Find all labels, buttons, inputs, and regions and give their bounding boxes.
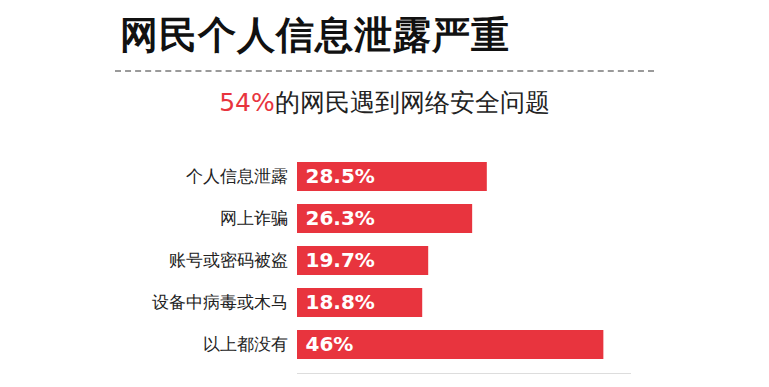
html-text:54%的网民遇到网络安全问题: 54%的网民遇到网络安全问题	[219, 88, 550, 117]
svg-text:以上都没有: 以上都没有	[203, 334, 288, 354]
svg-text:个人信息泄露: 个人信息泄露	[186, 166, 288, 186]
svg-text:26.3%: 26.3%	[306, 206, 375, 230]
svg-text:设备中病毒或木马: 设备中病毒或木马	[152, 292, 288, 312]
svg-text:46%: 46%	[306, 332, 354, 356]
svg-text:18.8%: 18.8%	[306, 290, 375, 314]
svg-text:网上诈骗: 网上诈骗	[220, 208, 288, 228]
svg-text:28.5%: 28.5%	[306, 164, 375, 188]
svg-text:账号或密码被盗: 账号或密码被盗	[169, 250, 288, 270]
svg-text:19.7%: 19.7%	[306, 248, 375, 272]
html-text:网民个人信息泄露严重: 网民个人信息泄露严重	[120, 13, 510, 57]
